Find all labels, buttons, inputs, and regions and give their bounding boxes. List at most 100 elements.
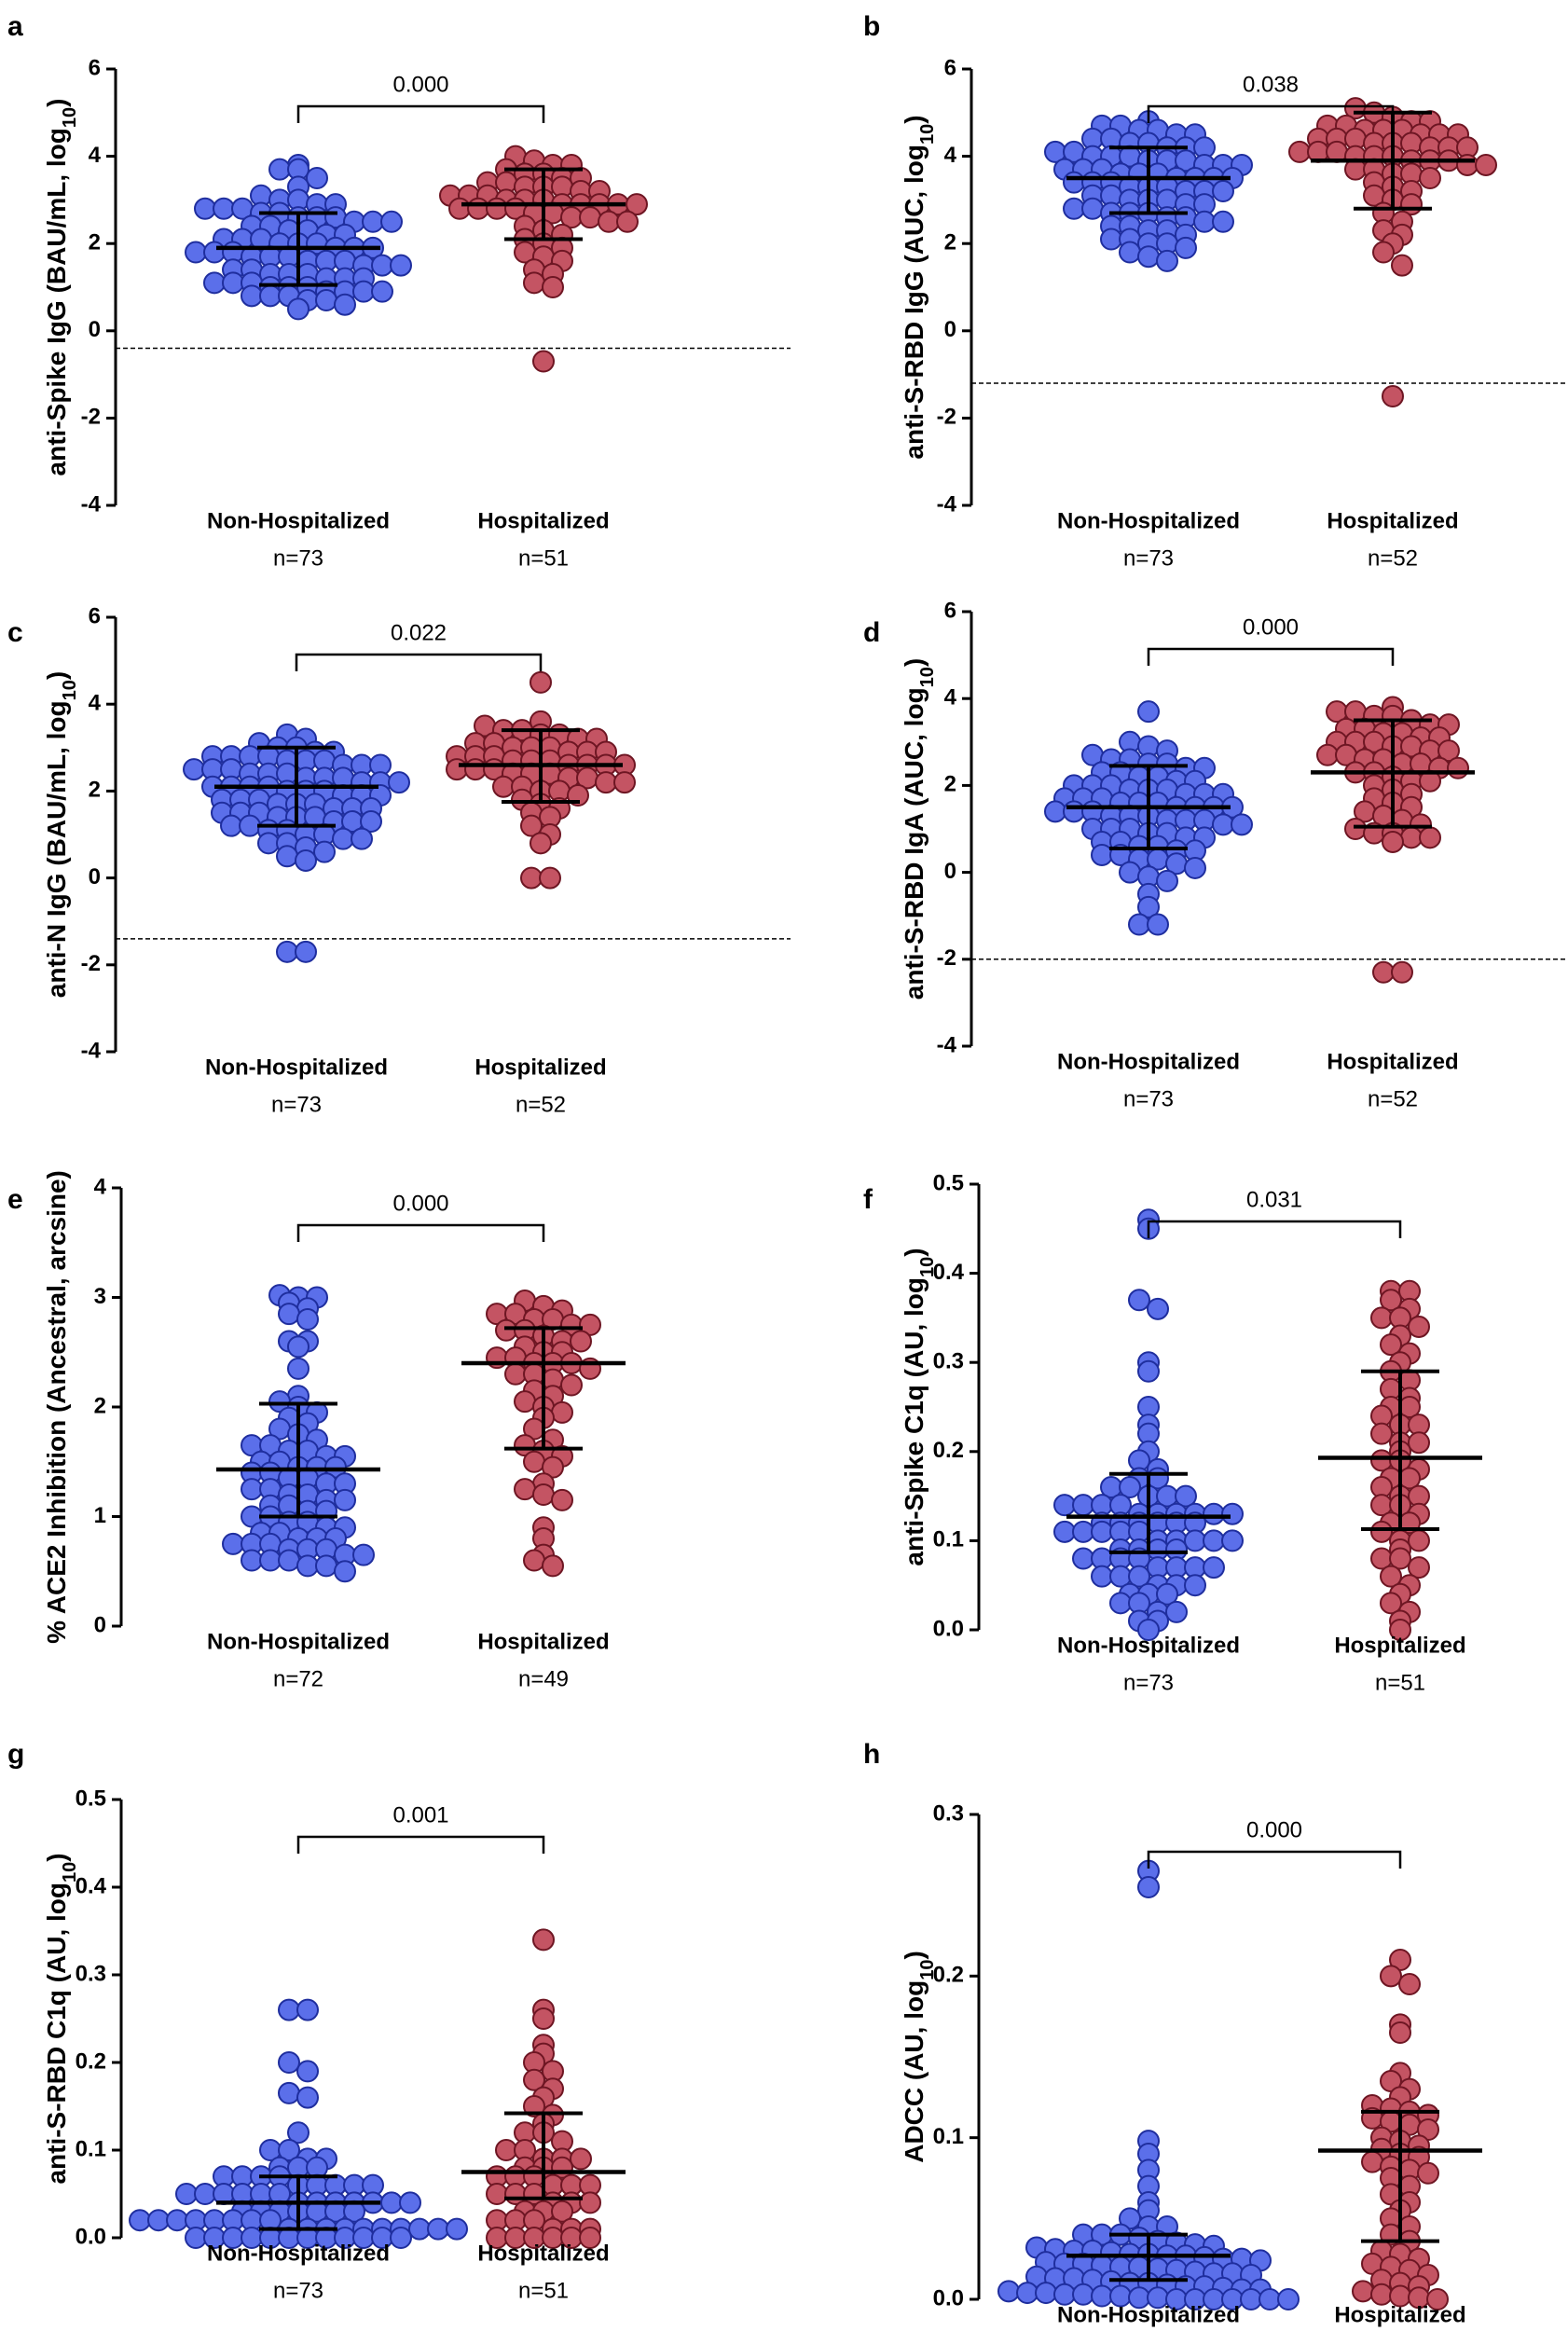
y-tick-label: -4 (937, 1032, 957, 1057)
y-tick-label: 0.1 (76, 2136, 106, 2161)
y-tick-label: 0.0 (76, 2224, 106, 2249)
data-point (1212, 210, 1234, 233)
data-point (1389, 1619, 1411, 1641)
data-point (1072, 1547, 1094, 1570)
data-point (542, 1554, 564, 1578)
y-axis-title-end: ) (900, 658, 928, 667)
data-point (1240, 2288, 1262, 2310)
y-axis-title-end: ) (900, 115, 928, 123)
data-point (1175, 1484, 1197, 1508)
data-point (1193, 210, 1216, 233)
data-point (1400, 826, 1423, 849)
data-point (1426, 2288, 1449, 2310)
data-point (1231, 813, 1253, 836)
data-point (1175, 236, 1197, 259)
y-tick-label: -4 (81, 491, 102, 517)
data-point (222, 271, 244, 295)
y-tick-label: -2 (81, 951, 101, 976)
panel-letter: h (863, 1739, 880, 1770)
data-point (380, 210, 403, 233)
data-point (203, 271, 226, 295)
y-tick-label: 6 (944, 55, 956, 80)
significance-bracket (295, 653, 543, 671)
data-point (530, 670, 552, 694)
data-point (1475, 153, 1497, 176)
data-point (1372, 241, 1395, 264)
data-point (1156, 869, 1178, 892)
data-point (278, 2139, 300, 2161)
data-point (520, 814, 543, 837)
y-tick-label: 0 (94, 1612, 106, 1637)
data-point (530, 832, 552, 855)
y-axis-title: anti-S-RBD IgA (AUC, log10) (900, 658, 938, 1000)
data-point (1119, 861, 1141, 884)
y-axis-title-subscript: 10 (917, 667, 938, 687)
group-n-label: n=73 (1123, 1086, 1174, 1111)
group-label: Non-Hospitalized (207, 2241, 390, 2266)
y-tick-label: 0.2 (76, 2048, 106, 2074)
panel-letter: a (7, 11, 23, 42)
data-point (523, 271, 545, 295)
panel-c: c -4 -2 0 2 4 6 anti-N IgG (BAU/mL, log10) Non-H… (7, 603, 791, 1117)
y-axis-title-main: ADCC (AU, log (900, 1980, 928, 2163)
group-n-label: n=73 (271, 1092, 322, 1117)
data-point (551, 1400, 573, 1424)
y-axis-title-end: ) (42, 1853, 71, 1861)
y-axis-title-end: ) (42, 671, 71, 680)
data-point (579, 2227, 601, 2249)
data-point (1382, 385, 1404, 407)
significance-bracket (296, 104, 545, 123)
y-axis-title-subscript: 10 (60, 1862, 80, 1883)
data-point (446, 2217, 468, 2241)
data-point (532, 1928, 555, 1952)
data-point (334, 1488, 356, 1511)
group-n-label: n=73 (273, 2278, 323, 2303)
data-point (1147, 1297, 1169, 1320)
data-point (1221, 1529, 1244, 1552)
panel-h: h 0.0 0.1 0.2 0.3 ADCC (AU, log10) Non-Hospita… (863, 1739, 1482, 2327)
data-point (296, 2060, 319, 2083)
y-tick-label: 2 (944, 230, 956, 255)
data-point (166, 2209, 188, 2232)
y-axis-title-subscript: 10 (60, 680, 80, 700)
data-point (1137, 245, 1160, 269)
y-tick-label: 0.1 (933, 2124, 964, 2149)
data-point (332, 827, 354, 850)
group-label: Hospitalized (1327, 1049, 1458, 1074)
data-point (295, 940, 317, 963)
group-label: Non-Hospitalized (1057, 1633, 1240, 1658)
data-point (1382, 830, 1404, 853)
group-n-label: n=73 (273, 545, 323, 571)
data-point (1053, 1494, 1076, 1517)
data-point (306, 167, 328, 189)
data-point (1063, 197, 1085, 220)
data-point (257, 832, 280, 855)
y-tick-label: 0.5 (933, 1170, 964, 1195)
group-label: Non-Hospitalized (1057, 2302, 1240, 2327)
p-value-label: 0.001 (392, 1802, 448, 1828)
data-point (1203, 1556, 1225, 1579)
group-n-label: n=72 (273, 1666, 323, 1691)
data-point (1391, 254, 1413, 277)
y-tick-label: 0.4 (933, 1260, 965, 1285)
data-point (1380, 1565, 1402, 1588)
y-tick-label: 2 (89, 230, 101, 255)
data-point (351, 827, 373, 850)
y-tick-label: 6 (89, 603, 101, 628)
data-point (1091, 1565, 1113, 1588)
y-tick-label: 1 (94, 1503, 106, 1528)
group-n-label: n=51 (518, 2278, 569, 2303)
data-point (1447, 756, 1469, 779)
y-axis-title-subscript: 10 (917, 1960, 938, 1980)
data-point (213, 197, 235, 220)
data-point (1408, 1431, 1430, 1455)
data-point (194, 197, 216, 220)
data-point (1128, 1289, 1150, 1312)
data-point (371, 280, 393, 303)
y-axis-title-subscript: 10 (60, 107, 80, 128)
data-point (514, 1478, 536, 1501)
data-point (626, 193, 648, 216)
data-point (1119, 1476, 1141, 1499)
data-point (362, 210, 384, 233)
data-point (427, 2217, 449, 2241)
